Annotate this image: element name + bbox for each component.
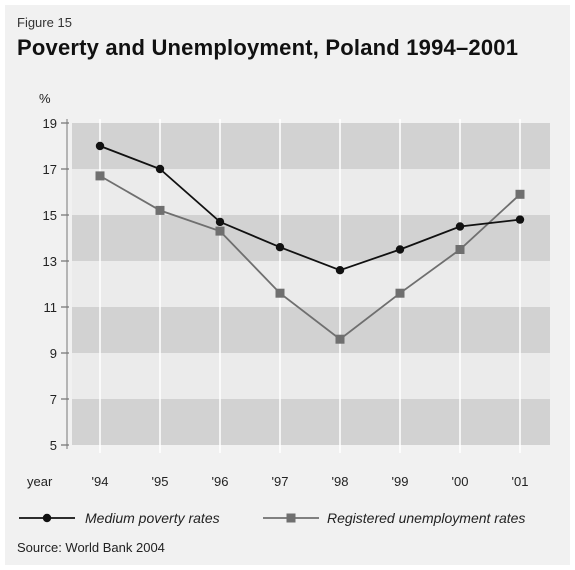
y-tick-label: 13 [43,254,57,269]
y-tick-label: 15 [43,208,57,223]
y-tick-label: 19 [43,116,57,131]
x-tick-label: '96 [212,474,229,489]
poverty-point [275,243,285,252]
y-tick-label: 17 [43,162,57,177]
series-line-0 [99,145,521,272]
y-tick-label: 7 [50,392,57,407]
x-axis-label: year [27,474,53,489]
y-tick-label: 11 [44,300,58,315]
grid-band [72,307,550,353]
y-tick-label: 5 [50,438,57,453]
poverty-point [395,245,405,254]
unemployment-point [395,288,405,298]
source-note: Source: World Bank 2004 [17,540,165,555]
poverty-point [335,266,345,275]
poverty-point [515,215,525,224]
unemployment-point [215,226,225,236]
chart: 5 7 9 11 13 15 17 19% year '94 '95 '96 '97 '98 '99 '00 '… [19,91,550,526]
figure: Figure 15 Poverty and Unemployment, Pola… [5,5,570,565]
unemployment-point [515,189,525,199]
grid-band [72,123,550,169]
unemployment-point [335,334,345,344]
grid-band [72,215,550,261]
unemployment-point [455,245,465,254]
figure-label: Figure 15 [17,15,72,30]
unemployment-point [155,205,165,215]
x-tick-label: '99 [392,474,409,489]
legend-label-unemployment: Registered unemployment rates [327,510,525,526]
chart-title: Poverty and Unemployment, Poland 1994–20… [17,35,519,60]
grid-band [72,399,550,445]
x-tick-label: '98 [332,474,349,489]
x-tick-label: '94 [92,474,109,489]
legend-label-poverty: Medium poverty rates [85,510,220,526]
unemployment-point [95,171,105,181]
grid-band [72,261,550,307]
x-tick-label: '00 [452,474,469,489]
poverty-point [155,164,165,174]
y-axis-label: % [39,91,51,106]
legend-marker-unemployment [286,513,296,523]
poverty-point [455,222,465,231]
x-tick-label: '95 [152,474,169,489]
legend-marker-poverty [42,513,52,523]
x-tick-label: '97 [272,474,289,489]
unemployment-point [275,288,285,298]
y-tick-label: 9 [50,346,57,361]
series-line-1 [99,175,521,341]
poverty-point [95,141,105,151]
x-tick-label: '01 [512,474,529,489]
grid-band [72,169,550,215]
grid-band [72,353,550,399]
poverty-point [215,217,225,227]
